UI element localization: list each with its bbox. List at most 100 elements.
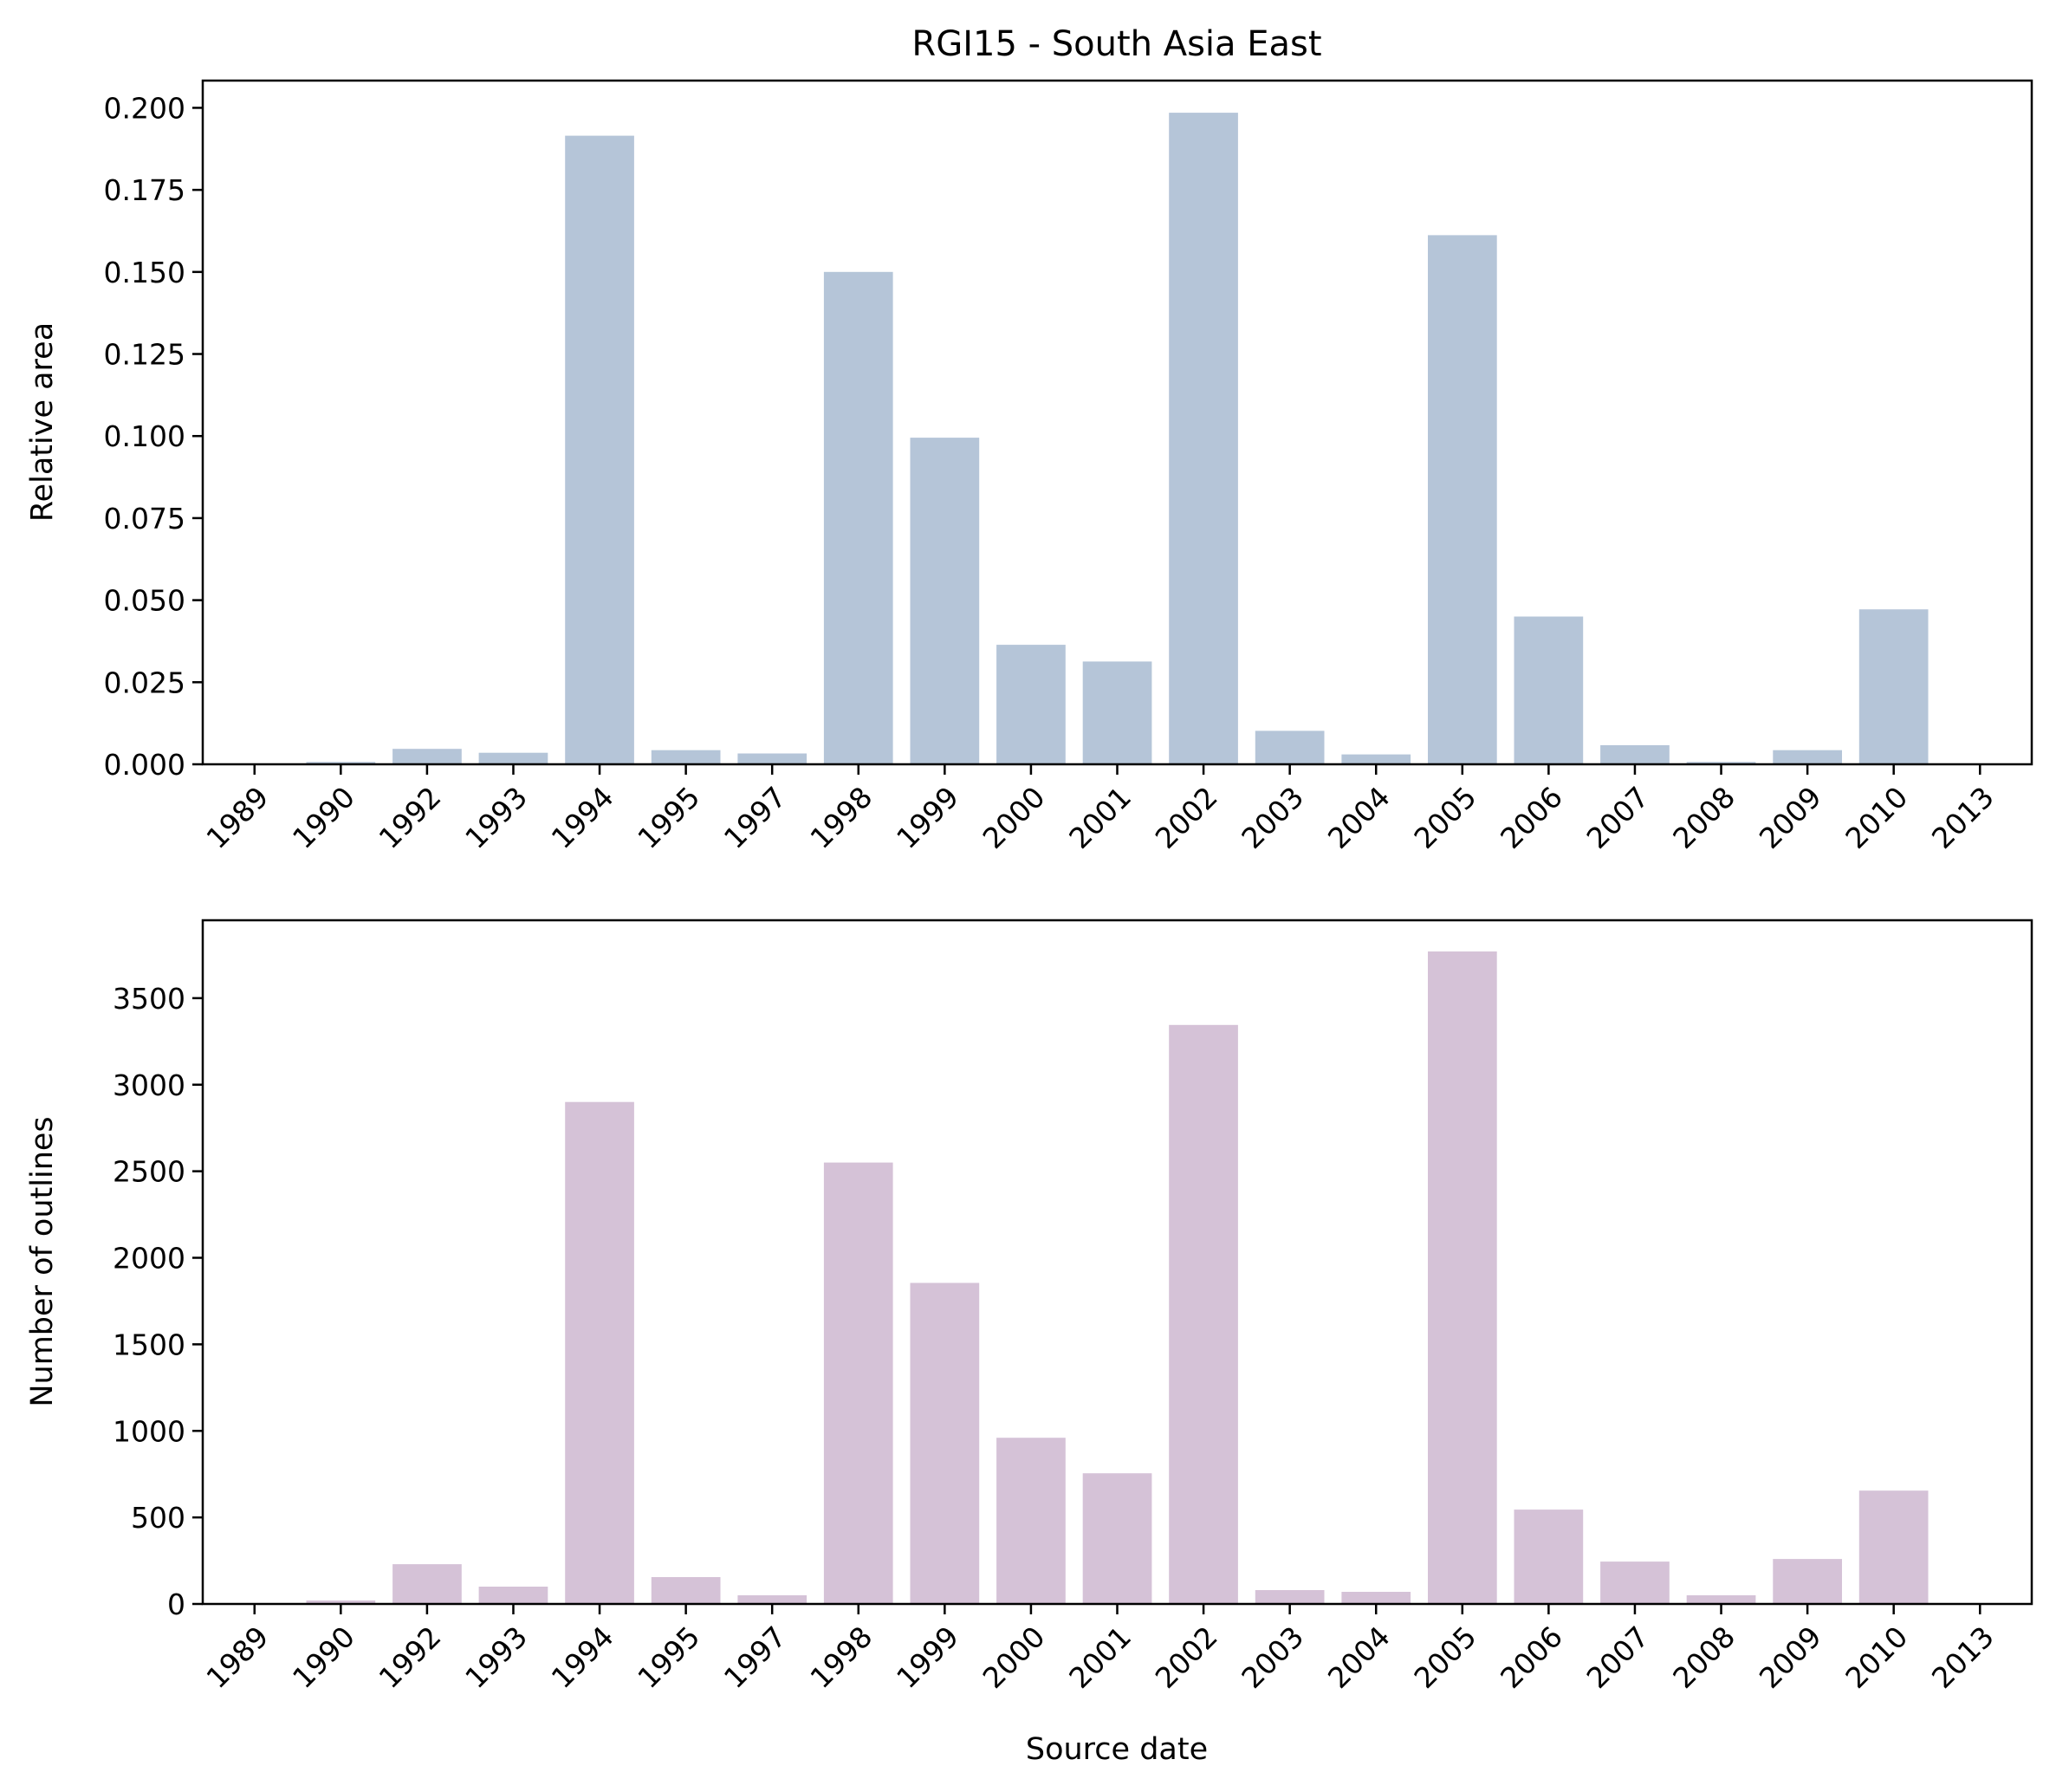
y-tick-label: 0.175 xyxy=(104,173,185,207)
bar-1990 xyxy=(306,1600,376,1604)
x-tick-label: 2008 xyxy=(1666,1620,1741,1695)
bottom-y-axis-label: Number of outlines xyxy=(25,1116,60,1406)
x-tick-label: 2003 xyxy=(1235,1620,1310,1695)
x-tick-label: 1994 xyxy=(545,780,620,855)
chart-title: RGI15 - South Asia East xyxy=(911,24,1321,64)
top-plot: 0.000 0.025 0.050 0.075 0.100 0.125 0.150 0.175… xyxy=(25,79,2033,855)
bottom-plot-frame xyxy=(201,919,2033,1606)
x-tick-label: 2006 xyxy=(1494,1620,1569,1695)
x-tick-label: 1989 xyxy=(199,780,275,855)
x-tick-label: 1993 xyxy=(458,1620,534,1695)
y-tick-label: 0.075 xyxy=(104,502,185,536)
y-tick-label: 3500 xyxy=(113,982,185,1016)
bar-2007 xyxy=(1600,745,1670,764)
x-tick-label: 1990 xyxy=(286,780,361,855)
x-tick-label: 1992 xyxy=(373,780,448,855)
bar-2010 xyxy=(1858,1490,1929,1604)
bar-2000 xyxy=(996,645,1066,764)
x-tick-label: 1998 xyxy=(803,1620,879,1695)
x-tick-label: 1999 xyxy=(890,780,965,855)
y-tick-label: 1000 xyxy=(113,1414,185,1448)
bar-1990 xyxy=(306,762,376,764)
x-tick-label: 2002 xyxy=(1149,780,1224,855)
x-tick-label: 1999 xyxy=(890,1620,965,1695)
bar-2006 xyxy=(1514,616,1584,764)
bottom-bars xyxy=(219,951,2015,1604)
y-tick-label: 0.200 xyxy=(104,91,185,125)
bar-1993 xyxy=(478,1587,548,1604)
x-tick-label: 2003 xyxy=(1235,780,1310,855)
x-tick-label: 2013 xyxy=(1925,780,2001,855)
x-tick-label: 2006 xyxy=(1494,780,1569,855)
x-tick-label: 1998 xyxy=(803,780,879,855)
bar-2005 xyxy=(1428,235,1497,764)
x-tick-label: 2007 xyxy=(1580,1620,1656,1695)
bar-1998 xyxy=(823,271,893,764)
y-tick-label: 0.025 xyxy=(104,666,185,699)
x-tick-label: 1990 xyxy=(286,1620,361,1695)
x-tick-label: 1995 xyxy=(631,1620,706,1695)
bar-2005 xyxy=(1428,951,1497,1604)
bar-1997 xyxy=(737,1595,807,1604)
x-tick-label: 1997 xyxy=(717,1620,793,1695)
bar-1994 xyxy=(565,135,634,765)
bar-2002 xyxy=(1169,1024,1238,1604)
x-tick-label: 1989 xyxy=(199,1620,275,1695)
y-tick-label: 0.150 xyxy=(104,256,185,289)
bar-1997 xyxy=(737,753,807,764)
bar-1999 xyxy=(910,1282,980,1604)
y-tick-label: 0.125 xyxy=(104,338,185,372)
bottom-y-ticks: 0 500 1000 1500 2000 2500 3000 3500 xyxy=(113,982,203,1621)
x-tick-label: 2007 xyxy=(1580,780,1656,855)
bar-1992 xyxy=(392,749,462,764)
x-tick-label: 2001 xyxy=(1062,1620,1138,1695)
bottom-x-ticks: 1989 1990 1992 1993 1994 1995 1997 1998 1999 2000… xyxy=(199,1604,2001,1695)
bar-2004 xyxy=(1341,1592,1411,1604)
bar-1998 xyxy=(823,1162,893,1604)
bar-2009 xyxy=(1773,1559,1842,1604)
x-tick-label: 2010 xyxy=(1839,780,1914,855)
top-y-ticks: 0.000 0.025 0.050 0.075 0.100 0.125 0.150 0.175… xyxy=(104,91,203,782)
y-tick-label: 0.000 xyxy=(104,748,185,782)
bar-2007 xyxy=(1600,1562,1670,1604)
x-tick-label: 1993 xyxy=(458,780,534,855)
bar-2001 xyxy=(1082,1473,1152,1604)
y-tick-label: 0 xyxy=(167,1587,185,1621)
bar-1993 xyxy=(478,752,548,764)
y-tick-label: 0.100 xyxy=(104,419,185,453)
bottom-x-axis-label: Source date xyxy=(1026,1732,1208,1767)
top-plot-frame xyxy=(201,79,2033,766)
bar-1999 xyxy=(910,438,980,764)
y-tick-label: 0.050 xyxy=(104,584,185,618)
x-tick-label: 2000 xyxy=(976,780,1052,855)
x-tick-label: 2009 xyxy=(1753,780,1828,855)
top-x-ticks: 1989 1990 1992 1993 1994 1995 1997 1998 1999 2000… xyxy=(199,764,2001,855)
x-tick-label: 2008 xyxy=(1666,780,1741,855)
bar-2004 xyxy=(1341,754,1411,764)
bar-2003 xyxy=(1255,730,1325,764)
x-tick-label: 1995 xyxy=(631,780,706,855)
x-tick-label: 1997 xyxy=(717,780,793,855)
bar-2001 xyxy=(1082,661,1152,764)
x-tick-label: 2004 xyxy=(1321,1620,1397,1695)
bar-1994 xyxy=(565,1101,634,1604)
x-tick-label: 2001 xyxy=(1062,780,1138,855)
y-tick-label: 3000 xyxy=(113,1068,185,1102)
bar-1995 xyxy=(651,750,721,764)
bar-1995 xyxy=(651,1577,721,1604)
x-tick-label: 2002 xyxy=(1149,1620,1224,1695)
bar-2003 xyxy=(1255,1590,1325,1604)
bar-2006 xyxy=(1514,1510,1584,1604)
x-tick-label: 2010 xyxy=(1839,1620,1914,1695)
y-tick-label: 2000 xyxy=(113,1242,185,1276)
x-tick-label: 2005 xyxy=(1407,780,1482,855)
x-tick-label: 1992 xyxy=(373,1620,448,1695)
x-tick-label: 2000 xyxy=(976,1620,1052,1695)
bar-2008 xyxy=(1686,762,1756,764)
bar-2009 xyxy=(1773,750,1842,764)
x-tick-label: 1994 xyxy=(545,1620,620,1695)
x-tick-label: 2004 xyxy=(1321,780,1397,855)
bar-2008 xyxy=(1686,1595,1756,1604)
